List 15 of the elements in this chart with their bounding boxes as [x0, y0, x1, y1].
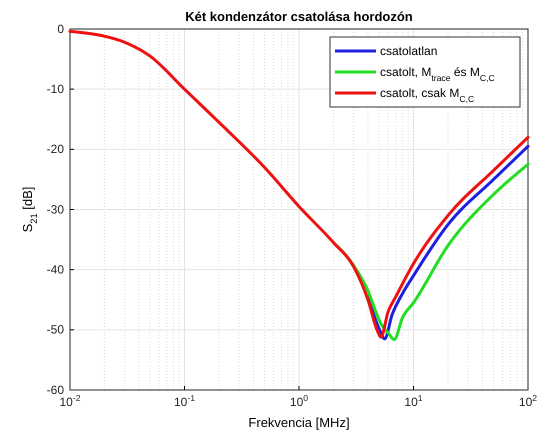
y-tick-label: -30: [46, 202, 64, 216]
y-tick-label: -50: [46, 322, 64, 337]
legend-label: csatolt, M$_{trace}$ és M$_{C,C}$: [380, 65, 495, 83]
legend-label: csatolt, csak M$_{C,C}$: [380, 86, 474, 104]
legend-label: csatolatlan: [380, 44, 438, 58]
y-tick-label: -20: [46, 142, 64, 156]
y-tick-label: -10: [46, 82, 64, 96]
x-tick-label: 10$^{-1}$: [174, 393, 196, 409]
x-tick-label: 10$^{1}$: [404, 393, 423, 409]
y-tick-label: -40: [46, 262, 64, 277]
y-tick-label: 0: [57, 22, 64, 36]
x-tick-label: 10$^{2}$: [518, 393, 538, 409]
x-axis-title: Frekvencia [MHz]: [248, 415, 350, 430]
x-tick-label: 10$^{0}$: [290, 393, 308, 409]
chart-title: Két kondenzátor csatolása hordozón: [185, 9, 413, 24]
